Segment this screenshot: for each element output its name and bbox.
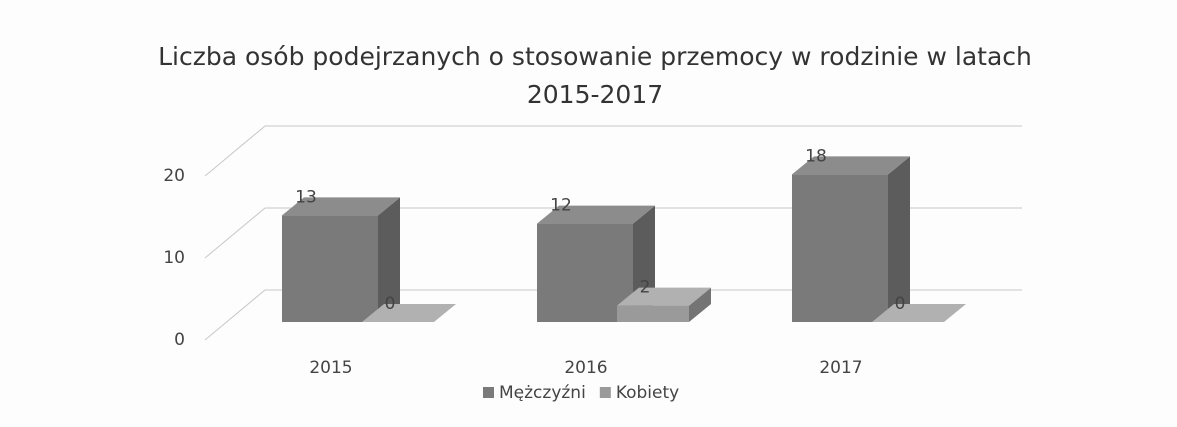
bar-front (282, 215, 378, 322)
bar-top (792, 156, 910, 175)
bar (872, 304, 966, 322)
x-tick-label: 2015 (309, 358, 352, 378)
grid-line (204, 125, 1022, 177)
data-label: 13 (295, 187, 317, 207)
bar-front (792, 174, 888, 322)
bar (617, 287, 711, 322)
y-tick-label: 0 (174, 330, 185, 350)
data-label: 0 (385, 294, 396, 314)
x-tick-label: 2017 (819, 358, 862, 378)
bar-top (537, 205, 655, 224)
y-tick-label: 20 (163, 166, 185, 186)
bar-side (378, 197, 400, 322)
bar-top (282, 197, 400, 216)
legend-label: Mężczyźni (499, 383, 586, 403)
bar-front (617, 305, 689, 322)
legend-label: Kobiety (616, 383, 679, 403)
chart-title: Liczba osób podejrzanych o stosowanie pr… (158, 42, 1032, 109)
y-tick-label: 10 (163, 248, 185, 268)
grid-line (204, 289, 1022, 341)
x-tick-label: 2016 (564, 358, 607, 378)
bar-side (689, 287, 711, 322)
bar-side (888, 156, 910, 322)
legend-swatch (483, 387, 494, 398)
data-label: 18 (805, 146, 827, 166)
bar (282, 197, 400, 322)
data-label: 12 (550, 196, 572, 216)
legend-swatch (599, 387, 611, 398)
bar-top (362, 304, 456, 322)
data-label: 2 (640, 278, 651, 298)
bar (792, 156, 910, 322)
grid-line (204, 207, 1022, 259)
bar (362, 304, 456, 322)
bar-top (872, 304, 966, 322)
bar-top (617, 287, 711, 306)
data-label: 0 (895, 294, 906, 314)
